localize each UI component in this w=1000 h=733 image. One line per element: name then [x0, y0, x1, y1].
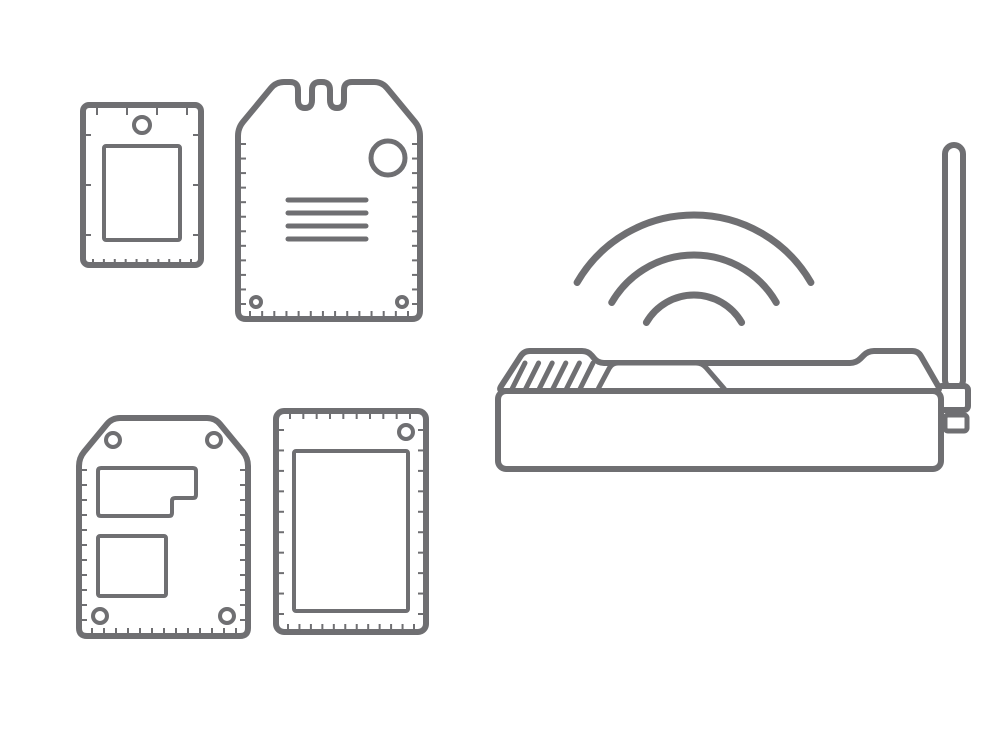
- module-bottom-left: [79, 418, 248, 636]
- antenna: [938, 145, 968, 410]
- wireless-router: [498, 145, 968, 469]
- module-small-chip: [83, 105, 201, 265]
- module-bottom-right: [276, 411, 426, 632]
- wifi-signal-icon: [577, 215, 811, 323]
- module-large-vent: [238, 82, 420, 319]
